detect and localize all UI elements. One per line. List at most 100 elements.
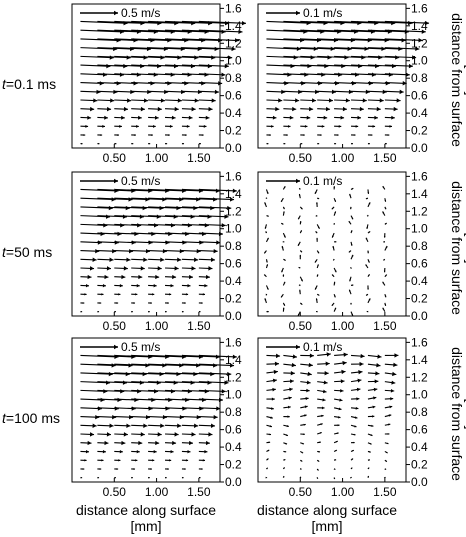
velocity-vector bbox=[367, 475, 370, 478]
velocity-vector bbox=[114, 468, 119, 470]
x-tick-label: 1.50 bbox=[373, 319, 397, 333]
velocity-vector bbox=[317, 115, 328, 120]
velocity-vector bbox=[181, 423, 199, 428]
velocity-vector bbox=[367, 298, 371, 304]
velocity-vector bbox=[280, 293, 284, 298]
velocity-vector bbox=[165, 310, 167, 313]
plot-frame bbox=[257, 171, 407, 317]
velocity-vector bbox=[97, 89, 118, 95]
velocity-vector bbox=[80, 98, 98, 103]
velocity-vector bbox=[317, 441, 321, 444]
velocity-vector bbox=[97, 310, 100, 313]
velocity-vector bbox=[97, 450, 106, 454]
x-tick-label: 0.50 bbox=[103, 151, 127, 165]
velocity-vector bbox=[314, 189, 318, 195]
y-tick-label: 1.6 bbox=[225, 335, 242, 349]
velocity-vector bbox=[114, 293, 121, 296]
velocity-vector bbox=[282, 206, 285, 210]
x-tick-label: 1.00 bbox=[145, 151, 169, 165]
plot-frame bbox=[71, 337, 221, 483]
velocity-vector bbox=[299, 250, 303, 253]
velocity-vector bbox=[384, 353, 399, 358]
velocity-vector bbox=[80, 257, 97, 262]
velocity-vector bbox=[198, 197, 235, 202]
velocity-vector bbox=[131, 302, 136, 304]
velocity-vector bbox=[350, 433, 356, 436]
velocity-vector bbox=[80, 440, 92, 446]
velocity-vector bbox=[266, 98, 283, 103]
velocity-vector bbox=[181, 476, 184, 479]
velocity-vector bbox=[384, 38, 423, 43]
y-tick-label: 0.6 bbox=[411, 89, 428, 103]
velocity-vector bbox=[97, 274, 109, 280]
y-axis-title-2: distance from surface [mm] bbox=[449, 347, 466, 481]
velocity-vector bbox=[198, 274, 210, 280]
velocity-vector bbox=[315, 214, 318, 217]
velocity-vector bbox=[384, 274, 388, 278]
velocity-vector bbox=[367, 459, 371, 461]
velocity-vector bbox=[367, 387, 378, 392]
velocity-vector bbox=[198, 371, 232, 377]
velocity-vector bbox=[384, 245, 388, 251]
svg-text:[mm]: [mm] bbox=[464, 398, 466, 429]
velocity-vector bbox=[384, 388, 395, 393]
velocity-vector bbox=[80, 284, 90, 288]
velocity-vector bbox=[131, 468, 136, 470]
velocity-vector bbox=[198, 266, 213, 271]
y-tick-label: 0.2 bbox=[411, 124, 428, 138]
y-tick-label: 0.8 bbox=[225, 71, 242, 85]
velocity-vector bbox=[131, 284, 140, 288]
svg-text:[mm]: [mm] bbox=[464, 232, 466, 263]
velocity-vector bbox=[114, 89, 135, 95]
velocity-vector bbox=[300, 115, 311, 120]
velocity-vector bbox=[114, 106, 128, 112]
velocity-vector bbox=[148, 134, 153, 136]
velocity-vector bbox=[384, 222, 388, 225]
velocity-vector bbox=[266, 397, 275, 401]
velocity-vector bbox=[351, 361, 364, 367]
velocity-vector bbox=[198, 63, 229, 69]
velocity-vector bbox=[283, 106, 297, 112]
velocity-vector bbox=[316, 310, 318, 313]
velocity-vector bbox=[351, 115, 362, 120]
velocity-vector bbox=[148, 124, 156, 128]
velocity-vector bbox=[266, 89, 286, 95]
velocity-vector bbox=[181, 284, 191, 288]
velocity-vector bbox=[198, 240, 221, 245]
velocity-vector bbox=[333, 223, 335, 225]
velocity-vector bbox=[283, 415, 290, 418]
x-tick-label: 1.00 bbox=[331, 485, 355, 499]
velocity-vector bbox=[263, 274, 267, 278]
velocity-vector bbox=[97, 459, 104, 462]
y-tick-label: 0.8 bbox=[411, 405, 428, 419]
velocity-vector bbox=[148, 440, 160, 446]
velocity-vector bbox=[317, 106, 331, 112]
velocity-vector bbox=[80, 476, 83, 479]
velocity-vector bbox=[333, 281, 336, 286]
velocity-vector bbox=[384, 362, 398, 368]
velocity-vector bbox=[198, 55, 233, 60]
velocity-vector bbox=[165, 257, 182, 262]
velocity-vector bbox=[367, 142, 370, 145]
panel-r2-c0: 0.5 m/s 0.50 1.00 1.50 0.0 0.2 0.4 0.6 0.8 1.0 1.2… bbox=[71, 335, 242, 499]
velocity-vector bbox=[366, 224, 369, 229]
scale-label: 0.5 m/s bbox=[121, 6, 160, 20]
velocity-vector bbox=[131, 476, 133, 479]
velocity-vector bbox=[366, 214, 369, 217]
y-tick-label: 0.6 bbox=[411, 257, 428, 271]
velocity-vector bbox=[80, 142, 83, 145]
velocity-vector bbox=[266, 407, 274, 410]
y-tick-label: 0.4 bbox=[225, 106, 242, 120]
velocity-vector bbox=[148, 284, 157, 288]
velocity-vector bbox=[299, 221, 302, 225]
velocity-vector bbox=[97, 284, 106, 288]
velocity-vector bbox=[367, 115, 378, 120]
x-tick-label: 1.50 bbox=[373, 151, 397, 165]
velocity-vector bbox=[332, 245, 335, 251]
velocity-vector bbox=[114, 476, 116, 479]
velocity-vector bbox=[384, 459, 388, 463]
velocity-vector bbox=[165, 274, 177, 280]
velocity-vector bbox=[300, 396, 309, 401]
velocity-vector bbox=[198, 231, 224, 237]
velocity-vector bbox=[297, 241, 301, 247]
